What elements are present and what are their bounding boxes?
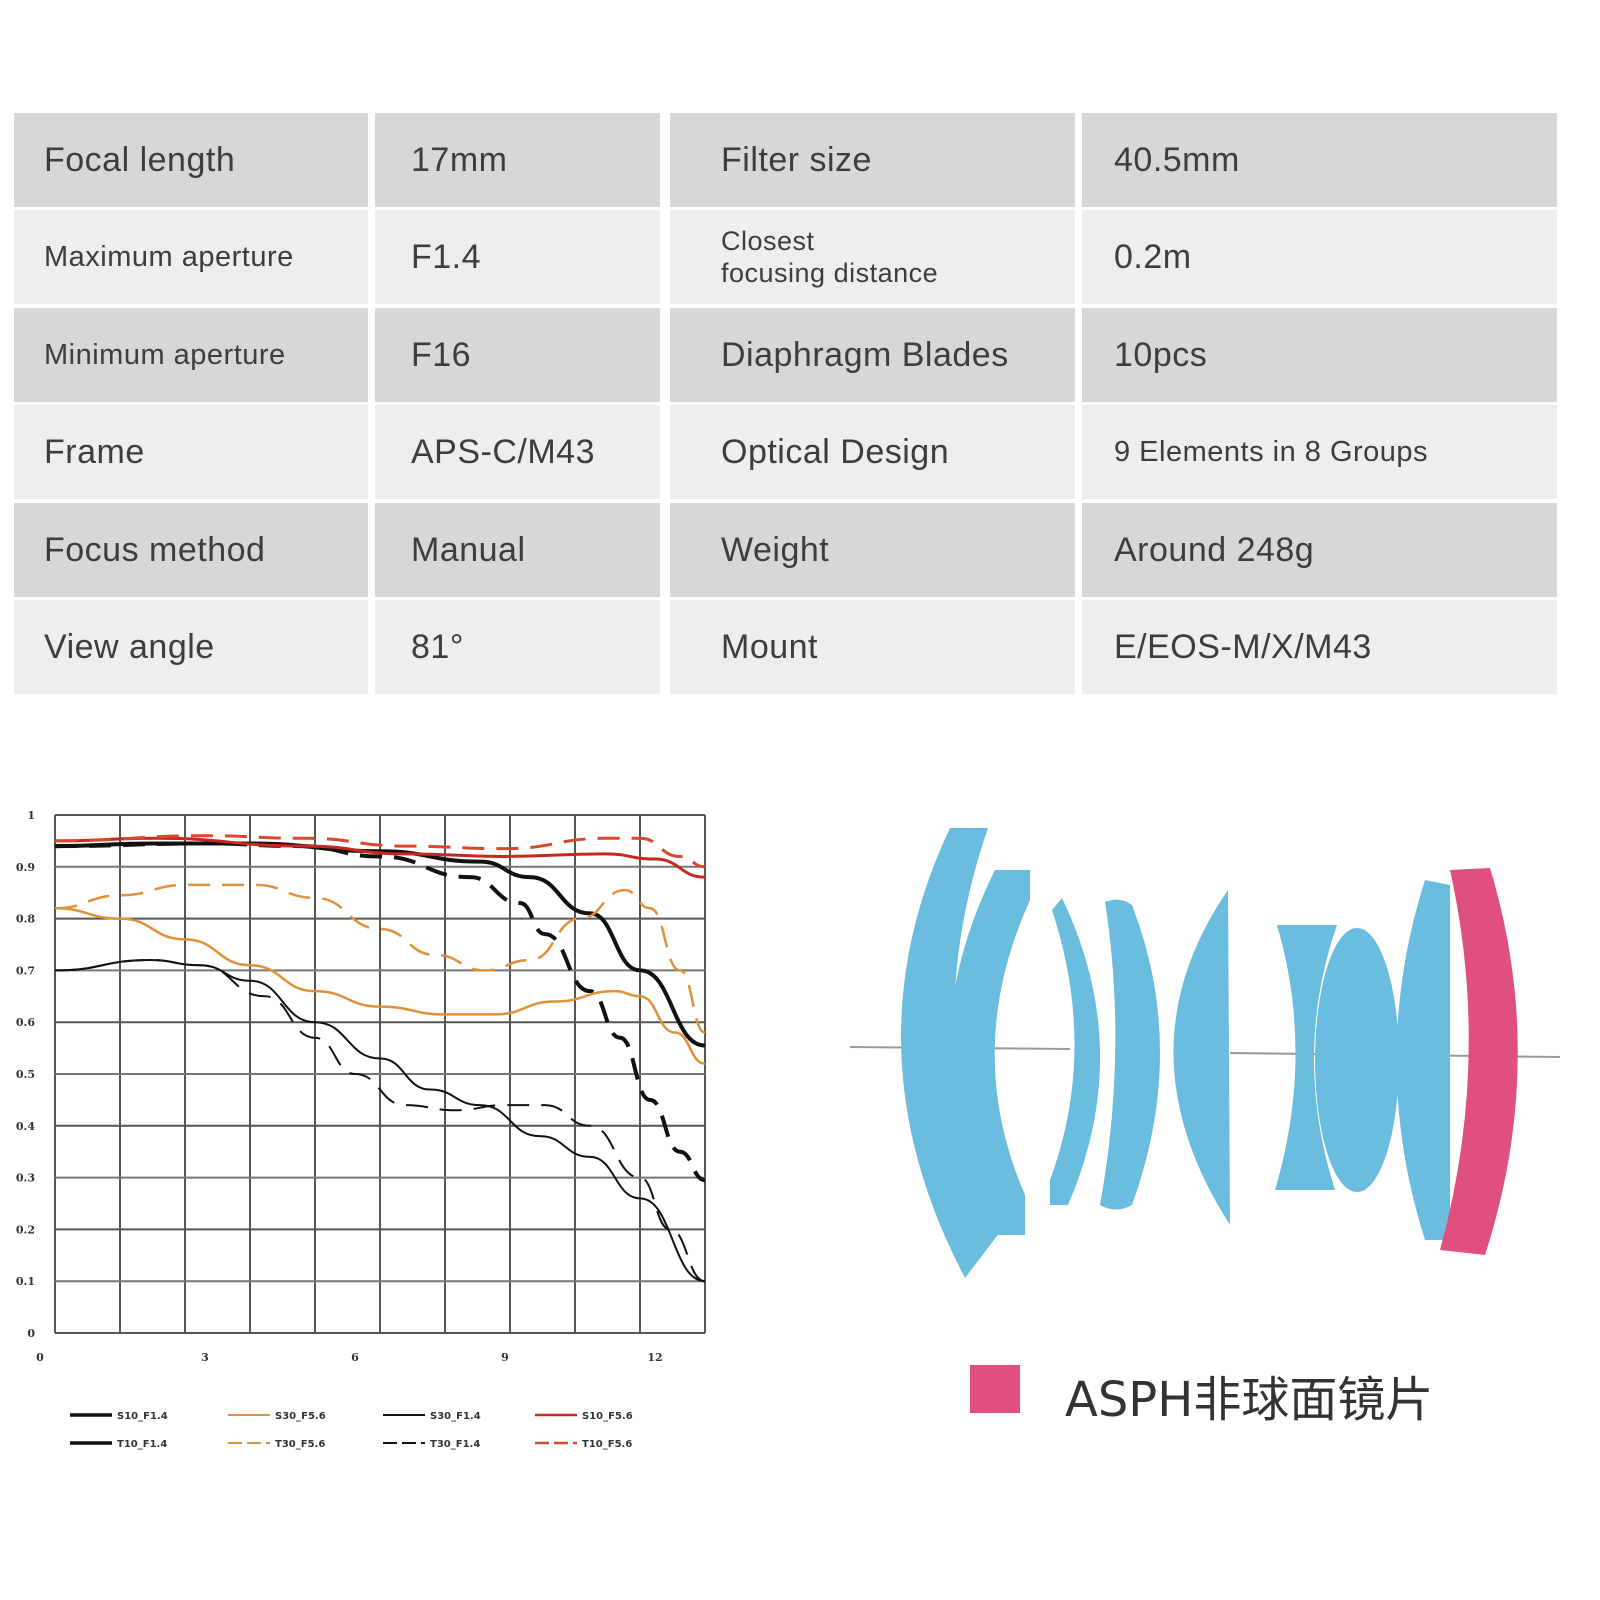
optical-axis xyxy=(1229,1052,1561,1058)
spec-label: Focus method xyxy=(14,503,368,597)
y-tick-label: 0.2 xyxy=(16,1223,35,1236)
series-line-s10-f5-6 xyxy=(54,836,706,879)
spec-value: 81° xyxy=(375,600,660,694)
legend-label: T30_F5.6 xyxy=(275,1439,325,1450)
series-line-s30-f5-6 xyxy=(54,906,706,1065)
x-tick-label: 9 xyxy=(501,1351,509,1364)
y-tick-label: 0.4 xyxy=(16,1120,35,1133)
series-line-t10-f5-6 xyxy=(54,834,706,869)
x-tick-label: 12 xyxy=(647,1351,662,1364)
spec-label: Optical Design xyxy=(670,405,1075,499)
spec-label: View angle xyxy=(14,600,368,694)
legend-label: T10_F5.6 xyxy=(582,1439,632,1450)
y-tick-label: 0.1 xyxy=(16,1275,35,1288)
series-line-t10-f1-4 xyxy=(54,841,706,1183)
asph-legend-swatch xyxy=(970,1365,1020,1413)
spec-row: Focus method Manual Weight Around 248g xyxy=(14,503,1557,597)
optical-axis xyxy=(849,1046,1071,1050)
spec-value: 10pcs xyxy=(1082,308,1557,402)
y-tick-label: 0.8 xyxy=(16,913,35,926)
spec-value: 40.5mm xyxy=(1082,113,1557,207)
spec-label: Focal length xyxy=(14,113,368,207)
spec-value: 17mm xyxy=(375,113,660,207)
y-tick-label: 0.7 xyxy=(16,964,35,977)
y-tick-label: 1 xyxy=(27,809,35,822)
lens-element xyxy=(1396,880,1450,1240)
spec-label: Frame xyxy=(14,405,368,499)
lens-element xyxy=(1275,925,1337,1190)
spec-value: Around 248g xyxy=(1082,503,1557,597)
spec-value: F1.4 xyxy=(375,210,660,304)
legend-label: T30_F1.4 xyxy=(430,1439,480,1450)
asph-legend-label: ASPH非球面镜片 xyxy=(1065,1372,1434,1428)
lens-element xyxy=(1315,928,1399,1192)
spec-label: Minimum aperture xyxy=(14,308,368,402)
lens-element xyxy=(948,870,1030,1235)
spec-row: Maximum aperture F1.4 Closest focusing dis… xyxy=(14,210,1557,304)
legend-label: S30_F5.6 xyxy=(275,1411,326,1422)
spec-label: Weight xyxy=(670,503,1075,597)
spec-value: F16 xyxy=(375,308,660,402)
spec-label: Diaphragm Blades xyxy=(670,308,1075,402)
x-tick-label: 3 xyxy=(201,1351,209,1364)
series-line-t30-f1-4 xyxy=(54,959,706,1283)
y-tick-label: 0.6 xyxy=(16,1016,35,1029)
spec-label: Filter size xyxy=(670,113,1075,207)
y-tick-label: 0.3 xyxy=(16,1172,35,1185)
x-tick-label: 0 xyxy=(36,1351,44,1364)
y-tick-label: 0 xyxy=(27,1327,35,1340)
spec-value: E/EOS-M/X/M43 xyxy=(1082,600,1557,694)
legend-label: S30_F1.4 xyxy=(430,1411,481,1422)
series-line-t30-f5-6 xyxy=(54,883,706,1034)
lens-element xyxy=(901,828,1000,1278)
spec-label: Maximum aperture xyxy=(14,210,368,304)
spec-row: Frame APS-C/M43 Optical Design 9 Elements i… xyxy=(14,405,1557,499)
lens-element xyxy=(1050,898,1101,1205)
lens-element xyxy=(1173,890,1230,1225)
spec-value: APS-C/M43 xyxy=(375,405,660,499)
x-tick-label: 6 xyxy=(351,1351,359,1364)
spec-value: 9 Elements in 8 Groups xyxy=(1082,405,1557,499)
spec-row: Focal length 17mm Filter size 40.5mm xyxy=(14,113,1557,207)
aspherical-lens-element xyxy=(1440,868,1518,1255)
lens-element xyxy=(1100,899,1160,1210)
legend-label: S10_F5.6 xyxy=(582,1411,633,1422)
y-tick-label: 0.5 xyxy=(16,1068,35,1081)
y-tick-label: 0.9 xyxy=(16,861,35,874)
spec-value: Manual xyxy=(375,503,660,597)
spec-value: 0.2m xyxy=(1082,210,1557,304)
spec-label: Mount xyxy=(670,600,1075,694)
spec-row: View angle 81° Mount E/EOS-M/X/M43 xyxy=(14,600,1557,694)
spec-row: Minimum aperture F16 Diaphragm Blades 10pcs xyxy=(14,308,1557,402)
series-line-s10-f1-4 xyxy=(54,841,706,1048)
mtf-chart: 0 0.1 0.2 0.3 0.4 0.5 0.6 0.7 0.8 0.9 1 0 3 6 9 12 S10_F… xyxy=(16,809,706,1450)
legend-label: S10_F1.4 xyxy=(117,1411,168,1422)
legend-label: T10_F1.4 xyxy=(117,1439,167,1450)
spec-label: Closest focusing distance xyxy=(670,210,1075,304)
